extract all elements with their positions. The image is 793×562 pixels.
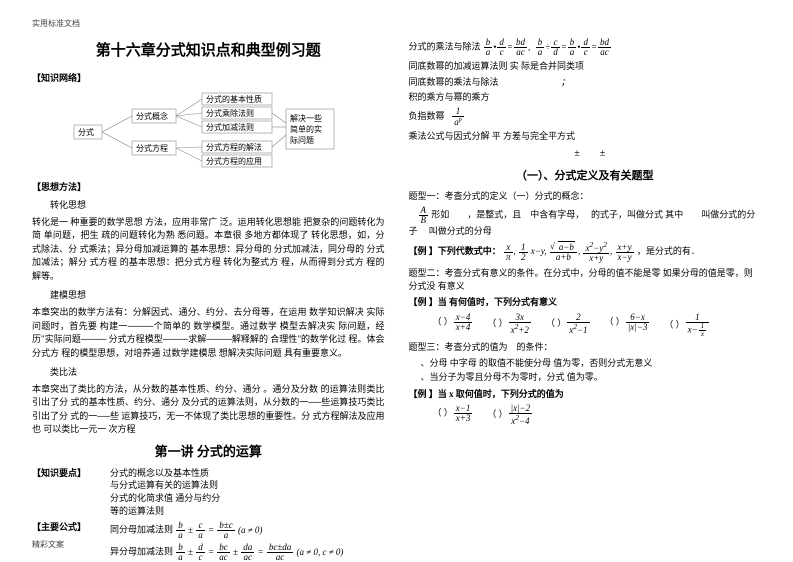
svg-text:简单的实: 简单的实: [290, 124, 322, 134]
transform-head: 转化思想: [32, 199, 385, 212]
formula-same-denom-label: 同分母加减法则 ba ± ca = b±ca (a ≠ 0): [110, 521, 385, 540]
main-formulas: 【主要公式】 同分母加减法则 ba ± ca = b±ca (a ≠ 0) 异分…: [32, 521, 385, 562]
pm-line: ± ±: [419, 147, 762, 161]
example-3-options: （ ）x−1x+3 （ ）|x|−2x2−4: [433, 404, 762, 426]
topic-3-b1: 、分母 中字母 的取值不能使分母 值为零，否则分式无意义: [421, 357, 762, 370]
power-line: 积的乘方与幂的乘方: [409, 91, 762, 104]
model-para: 本章突出的数学方法有：分解因式、通分、约分、去分母等，在运用 数学知识解决 实际…: [32, 306, 385, 360]
zygs-content: 同分母加减法则 ba ± ca = b±ca (a ≠ 0) 异分母加减法则 b…: [110, 521, 385, 562]
svg-text:分式方程的解法: 分式方程的解法: [206, 142, 262, 152]
example-1: 【例 】下列代数式中： xπ, 12 x−y, a−ba+b, x2−y2x+y…: [409, 241, 762, 263]
knowledge-network-label: 【知识网络】: [32, 72, 385, 85]
chapter-title: 第十六章分式知识点和典型例习题: [32, 41, 385, 62]
svg-text:分式的基本性质: 分式的基本性质: [206, 94, 262, 104]
formula-diff-denom: ba ± dc = bcac ± daac = bc±daac (a ≠ 0, …: [175, 547, 343, 557]
formula-diff-denom-label: 异分母加减法则 ba ± dc = bcac ± daac = bc±daac …: [110, 543, 385, 562]
zsyd-content: 分式的概念以及基本性质 与分式运算有关的运算法则 分式的化简求值 通分与约分 等…: [110, 467, 385, 517]
section-a-title: （一）、分式定义及有关题型: [409, 169, 762, 184]
neg-exp-line: 负指数幂 1ap: [409, 107, 762, 127]
topic-2: 题型二：考查分式有意义的条件。在分式中，分母的值不能是零 如果分母的值是零，则分…: [409, 267, 762, 292]
example-1-math: xπ, 12 x−y, a−ba+b, x2−y2x+y, x+yx−y: [503, 246, 637, 256]
mult-div-line: 分式的乘法与除法 ba•dc=bdac, ba÷cd=ba•dc=bdac: [409, 38, 762, 57]
factor-line: 乘法公式与因式分解 平 方差与完全平方式: [409, 130, 762, 143]
topic-3: 题型三：考查分式的值为 的条件：: [409, 341, 762, 354]
example-3: 【例 】当 x 取何值时，下列分式的值为: [409, 388, 762, 401]
svg-text:分式加减法则: 分式加减法则: [206, 122, 254, 132]
topic-3-b2: 、当分子为零且分母不为零时，分式 值为零。: [421, 371, 762, 384]
model-head: 建模思想: [32, 289, 385, 302]
svg-text:分式概念: 分式概念: [136, 111, 168, 121]
example-2: 【例 】当 有何值时，下列分式有意义: [409, 296, 762, 309]
same-base-addsub: 同底数幂的加减运算法则 实 际是合并同类项: [409, 60, 762, 73]
knowledge-points: 【知识要点】 分式的概念以及基本性质 与分式运算有关的运算法则 分式的化简求值 …: [32, 467, 385, 517]
svg-text:解决一些: 解决一些: [290, 113, 322, 123]
topic-1-body: AB 形如 ，是整式，且 中含有字母， 的式子，叫做分式 其中 叫做分式的分子 …: [409, 206, 762, 238]
right-column: 分式的乘法与除法 ba•dc=bdac, ba÷cd=ba•dc=bdac 同底…: [409, 35, 762, 562]
same-base-muldiv: 同底数幂的乘法与除法 ；: [409, 76, 762, 89]
neg-exp-formula: 1ap: [451, 111, 465, 121]
svg-text:分式方程的应用: 分式方程的应用: [206, 156, 262, 166]
knowledge-diagram: 分式 分式概念 分式方程 分式的基本性质 分式乘除法则 分式加减法则 分式方程的…: [72, 91, 385, 173]
transform-para: 转化是一 种重要的数学思想 方法，应用非常广 泛。运用转化思想能 把复杂的问题转…: [32, 216, 385, 284]
topic-1: 题型一：考查分式的定义（一）分式的概念：: [409, 190, 762, 203]
section-1-title: 第一讲 分式的运算: [32, 443, 385, 461]
svg-text:际问题: 际问题: [290, 136, 314, 145]
svg-text:分式方程: 分式方程: [136, 143, 168, 153]
example-2-options: （ ）x−4x+4 （ ）3xx2+2 （ ）2x2−1 （ ）6−x|x|−3…: [433, 313, 762, 338]
zsyd-label: 【知识要点】: [32, 467, 110, 517]
left-column: 第十六章分式知识点和典型例习题 【知识网络】: [32, 35, 385, 562]
analogy-para: 本章突出了类比的方法，从分数的基本性质、约分、通分 。通分及分数 的运算法则类比…: [32, 383, 385, 437]
page-columns: 第十六章分式知识点和典型例习题 【知识网络】: [32, 35, 761, 562]
method-label: 【思想方法】: [32, 181, 385, 194]
doc-footer: 精彩文案: [32, 539, 64, 550]
formula-same-denom: ba ± ca = b±ca (a ≠ 0): [175, 525, 262, 535]
svg-text:分式乘除法则: 分式乘除法则: [206, 108, 254, 118]
analogy-head: 类比法: [32, 366, 385, 379]
mult-div-formula: ba•dc=bdac, ba÷cd=ba•dc=bdac: [483, 42, 612, 52]
svg-text:分式: 分式: [78, 127, 94, 137]
doc-header: 实用标准文档: [32, 18, 761, 29]
